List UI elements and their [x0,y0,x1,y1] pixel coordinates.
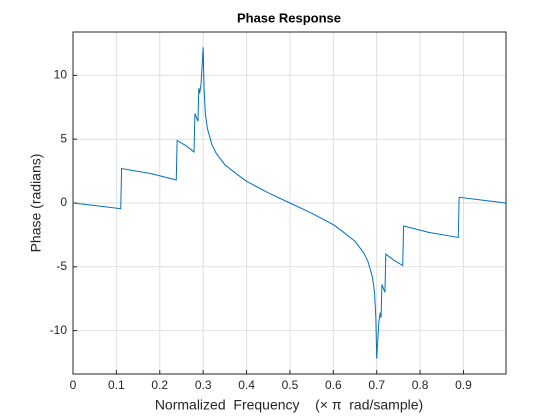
x-tick-label: 0 [70,378,77,392]
y-tick-label: -10 [50,323,68,337]
x-tick-label: 0.9 [455,378,472,392]
x-tick-label: 0.6 [325,378,342,392]
x-tick-label: 0.7 [368,378,385,392]
x-tick-label: 0.4 [238,378,255,392]
x-tick-label: 0.1 [108,378,125,392]
x-tick-label: 0.2 [151,378,168,392]
y-axis-label: Phase (radians) [28,154,44,253]
y-tick-label: 10 [54,68,68,82]
chart-title: Phase Response [237,10,341,25]
y-tick-label: 0 [60,195,67,209]
x-tick-label: 0.5 [282,378,299,392]
line [72,47,507,359]
y-tick-label: -5 [56,259,67,273]
x-axis-label: Normalized Frequency (× π rad/sample) [155,397,423,413]
x-tick-label: 0.3 [195,378,212,392]
y-tick-label: 5 [60,131,67,145]
x-tick-label: 0.8 [412,378,429,392]
